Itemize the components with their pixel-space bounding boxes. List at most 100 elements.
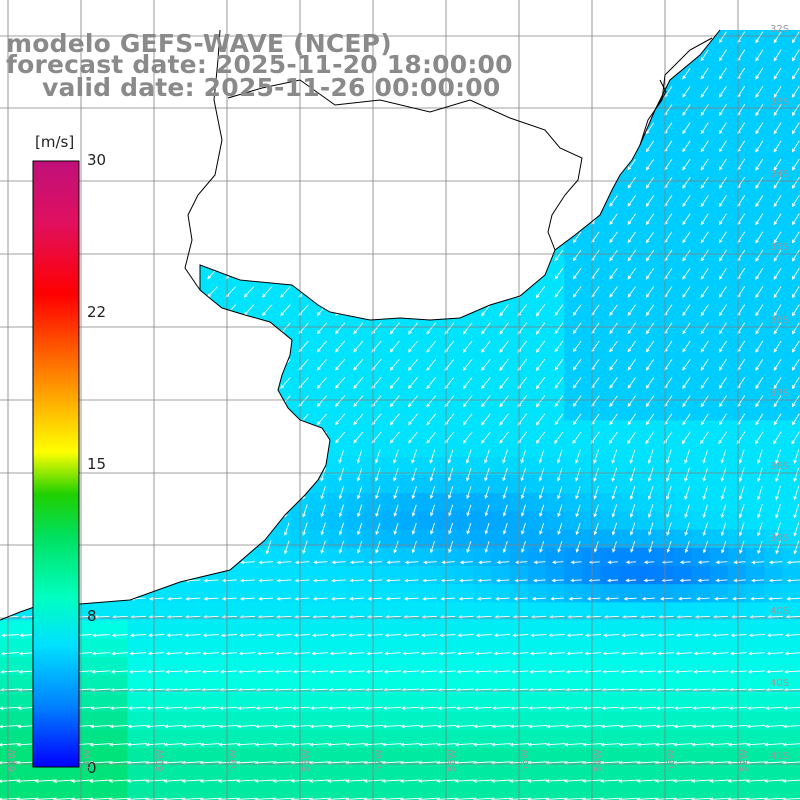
field-cell bbox=[0, 620, 19, 640]
field-cell bbox=[764, 529, 784, 549]
field-cell bbox=[764, 566, 784, 585]
wind-arrow bbox=[462, 231, 473, 244]
wind-arrow bbox=[10, 540, 17, 555]
wind-arrow bbox=[225, 122, 237, 134]
wind-arrow bbox=[700, 267, 709, 280]
field-cell bbox=[182, 293, 201, 312]
field-cell bbox=[691, 620, 711, 640]
wind-arrow bbox=[243, 395, 255, 407]
wind-arrow bbox=[700, 67, 709, 80]
wind-arrow bbox=[408, 413, 418, 426]
longitude-labels: 61W 60W 59W 58W 57W 56W 55W 54W 53W 52W … bbox=[7, 749, 750, 772]
wind-arrow bbox=[499, 413, 509, 426]
wind-arrow bbox=[554, 86, 564, 98]
field-cell bbox=[673, 311, 693, 330]
wind-arrow bbox=[484, 522, 490, 535]
field-cell bbox=[564, 329, 583, 349]
wind-arrow bbox=[156, 540, 163, 555]
field-cell bbox=[236, 111, 256, 130]
field-cell bbox=[473, 475, 492, 494]
field-cell bbox=[782, 74, 800, 94]
wind-arrow bbox=[316, 213, 327, 226]
field-cell bbox=[491, 547, 511, 567]
field-cell bbox=[382, 165, 401, 185]
wind-arrow bbox=[454, 779, 475, 783]
uruguay-border bbox=[184, 29, 223, 291]
field-cell bbox=[746, 620, 765, 640]
wind-arrow bbox=[702, 540, 709, 554]
field-cell bbox=[527, 329, 547, 349]
field-cell bbox=[564, 74, 583, 94]
field-cell bbox=[746, 329, 765, 349]
wind-arrow bbox=[384, 633, 401, 638]
wind-arrow bbox=[334, 140, 346, 153]
wind-arrow bbox=[393, 504, 399, 517]
field-cell bbox=[746, 147, 765, 167]
wind-arrow bbox=[338, 449, 345, 464]
field-cell bbox=[109, 256, 128, 276]
wind-arrow bbox=[755, 231, 764, 244]
field-cell bbox=[182, 329, 201, 349]
field-cell bbox=[345, 693, 365, 713]
field-cell bbox=[418, 566, 438, 585]
wind-arrow bbox=[243, 195, 255, 207]
wind-arrow bbox=[207, 140, 218, 152]
field-cell bbox=[163, 183, 183, 203]
wind-arrow bbox=[535, 213, 546, 226]
wind-arrow bbox=[572, 268, 582, 280]
wind-arrow bbox=[768, 578, 783, 583]
field-cell bbox=[473, 202, 492, 221]
wind-arrow bbox=[308, 797, 329, 800]
wind-arrow bbox=[181, 742, 202, 747]
field-cell bbox=[254, 365, 274, 385]
wind-arrow bbox=[335, 431, 346, 444]
wind-arrow bbox=[675, 633, 693, 638]
wind-arrow bbox=[182, 706, 202, 711]
wind-arrow bbox=[116, 359, 127, 371]
field-cell bbox=[618, 475, 638, 494]
wind-arrow bbox=[785, 633, 800, 638]
wind-arrow bbox=[763, 779, 784, 783]
wind-arrow bbox=[718, 213, 727, 226]
wind-arrow bbox=[499, 267, 509, 281]
wind-arrow bbox=[782, 742, 800, 747]
wind-arrow bbox=[793, 522, 800, 537]
field-cell bbox=[491, 256, 511, 276]
wind-arrow bbox=[134, 268, 146, 280]
wind-arrow bbox=[438, 651, 456, 656]
field-cell bbox=[746, 347, 765, 367]
wind-arrow bbox=[275, 633, 292, 638]
field-cell bbox=[491, 293, 511, 312]
wind-arrow bbox=[97, 122, 109, 134]
wind-arrow bbox=[572, 304, 582, 316]
wind-arrow bbox=[207, 195, 218, 207]
field-cell bbox=[236, 256, 256, 276]
wind-arrow bbox=[404, 560, 419, 565]
wind-arrow bbox=[298, 231, 309, 244]
wind-arrow bbox=[684, 540, 690, 554]
wind-arrow bbox=[283, 449, 290, 464]
wind-arrow bbox=[199, 797, 220, 800]
wind-arrow bbox=[334, 358, 346, 371]
field-cell bbox=[382, 256, 401, 276]
field-cell bbox=[764, 547, 784, 567]
wind-arrow bbox=[411, 467, 417, 482]
wind-arrow bbox=[700, 176, 709, 189]
wind-arrow bbox=[6, 140, 18, 152]
wind-arrow bbox=[367, 578, 383, 583]
field-cell bbox=[327, 220, 347, 239]
wind-arrow bbox=[261, 213, 273, 225]
wind-arrow bbox=[0, 706, 20, 711]
field-cell bbox=[182, 402, 201, 421]
field-cell bbox=[91, 402, 110, 421]
wind-arrow bbox=[280, 213, 291, 225]
field-cell bbox=[764, 511, 784, 531]
wind-arrow bbox=[481, 31, 491, 44]
wind-arrow bbox=[672, 797, 693, 800]
field-cell bbox=[127, 293, 147, 312]
wind-arrow bbox=[147, 669, 165, 674]
field-cell bbox=[564, 256, 583, 276]
field-cell bbox=[400, 475, 420, 494]
field-cell bbox=[109, 220, 128, 239]
wind-arrow bbox=[444, 304, 455, 317]
